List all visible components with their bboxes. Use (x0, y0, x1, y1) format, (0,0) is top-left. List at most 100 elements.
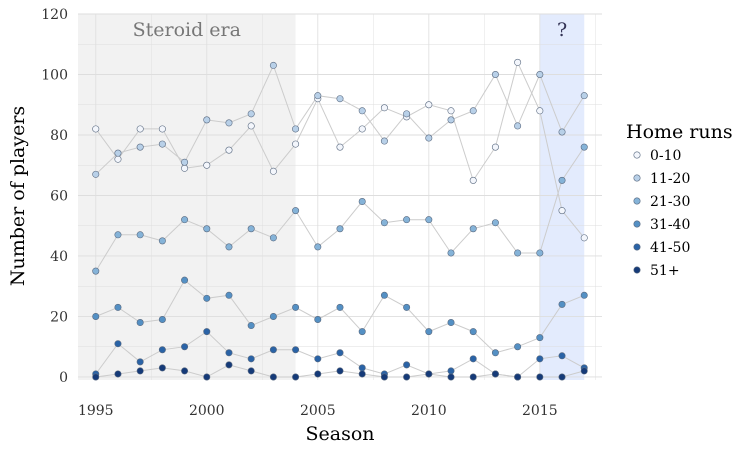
data-point (225, 349, 233, 357)
data-point (558, 207, 566, 215)
data-point (514, 343, 522, 351)
data-point (181, 158, 189, 166)
legend: Home runs 0-10 11-20 21-30 31-40 41-50 51+ (626, 121, 733, 279)
data-point (269, 312, 277, 320)
data-point (203, 161, 211, 169)
data-point (292, 346, 300, 354)
data-point (136, 143, 144, 151)
data-point (491, 349, 499, 357)
data-point (536, 70, 544, 78)
data-point (469, 355, 477, 363)
data-point (514, 373, 522, 381)
data-point (358, 198, 366, 206)
legend-key-0 (633, 151, 641, 159)
data-point (491, 219, 499, 227)
x-tick-label: 2015 (522, 403, 558, 419)
data-point (469, 373, 477, 381)
data-point (380, 219, 388, 227)
data-point (558, 352, 566, 360)
data-point (314, 355, 322, 363)
data-point (514, 122, 522, 130)
legend-key-5 (633, 266, 641, 274)
data-point (358, 125, 366, 133)
data-point (292, 125, 300, 133)
data-point (247, 355, 255, 363)
data-point (114, 340, 122, 348)
data-point (403, 373, 411, 381)
data-point (92, 170, 100, 178)
data-point (114, 370, 122, 378)
data-point (314, 243, 322, 251)
data-point (114, 303, 122, 311)
data-point (425, 216, 433, 224)
data-point (447, 116, 455, 124)
data-point (536, 107, 544, 115)
legend-title: Home runs (626, 121, 733, 143)
legend-key-4 (633, 243, 641, 251)
data-point (136, 125, 144, 133)
data-point (380, 291, 388, 299)
y-tick-label: 60 (50, 188, 68, 204)
data-point (292, 207, 300, 215)
data-point (92, 312, 100, 320)
data-point (158, 237, 166, 245)
data-point (181, 164, 189, 172)
data-point (425, 101, 433, 109)
data-point (292, 373, 300, 381)
data-point (247, 122, 255, 130)
data-point (269, 373, 277, 381)
gridlines (78, 13, 602, 380)
data-point (514, 58, 522, 66)
data-point (536, 355, 544, 363)
legend-label-0: 0-10 (650, 148, 681, 164)
y-tick-label: 0 (59, 370, 68, 386)
x-tick-labels: 1995 2000 2005 2010 2015 (78, 403, 558, 419)
y-tick-label: 100 (41, 67, 68, 83)
series-points (92, 58, 588, 381)
data-point (491, 70, 499, 78)
data-point (92, 125, 100, 133)
y-axis-title: Number of players (7, 106, 29, 286)
data-point (403, 110, 411, 118)
data-point (380, 373, 388, 381)
data-point (269, 346, 277, 354)
data-point (158, 316, 166, 324)
data-point (380, 104, 388, 112)
data-point (469, 328, 477, 336)
data-point (247, 367, 255, 375)
data-point (558, 300, 566, 308)
legend-key-1 (633, 174, 641, 182)
data-point (447, 107, 455, 115)
data-point (336, 95, 344, 103)
x-tick-label: 2005 (300, 403, 336, 419)
data-point (425, 370, 433, 378)
y-tick-label: 120 (41, 7, 68, 23)
data-point (314, 370, 322, 378)
data-point (491, 143, 499, 151)
data-point (225, 243, 233, 251)
data-point (536, 249, 544, 257)
data-point (269, 167, 277, 175)
data-point (425, 134, 433, 142)
data-point (336, 225, 344, 233)
data-point (136, 231, 144, 239)
legend-label-3: 31-40 (650, 217, 690, 233)
data-point (114, 155, 122, 163)
data-point (447, 367, 455, 375)
data-point (358, 370, 366, 378)
data-point (314, 316, 322, 324)
data-point (181, 367, 189, 375)
data-point (558, 176, 566, 184)
data-point (181, 216, 189, 224)
data-point (136, 358, 144, 366)
legend-key-2 (633, 197, 641, 205)
data-point (158, 346, 166, 354)
region-0 (78, 14, 296, 380)
data-point (336, 303, 344, 311)
data-point (314, 92, 322, 100)
legend-key-3 (633, 220, 641, 228)
data-point (136, 319, 144, 327)
legend-label-4: 41-50 (650, 240, 690, 256)
data-point (158, 364, 166, 372)
data-point (225, 119, 233, 127)
